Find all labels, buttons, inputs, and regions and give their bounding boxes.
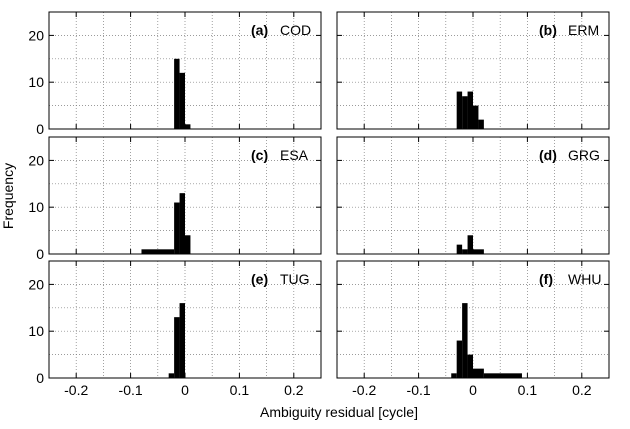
panel-grg: (d) GRG xyxy=(336,136,610,255)
histogram-bar xyxy=(462,96,468,129)
histogram-bar xyxy=(174,202,180,254)
y-tick-label: 10 xyxy=(28,199,44,215)
histogram-bar xyxy=(179,193,185,254)
histogram-bar xyxy=(168,373,175,378)
panel-name: GRG xyxy=(568,147,600,163)
panel-tug: 0 10 20 -0.2 -0.1 0 0.1 0.2 (e) TUG xyxy=(28,260,322,398)
histogram-bar xyxy=(179,72,185,129)
histogram-bar xyxy=(483,373,522,378)
histogram-bar xyxy=(185,124,191,129)
panel-tag: (a) xyxy=(251,22,268,38)
y-tick-label: 20 xyxy=(28,152,44,168)
histogram-bar xyxy=(179,303,185,378)
panel-name: TUG xyxy=(280,271,310,287)
histogram-bar xyxy=(141,249,175,254)
histogram-bar xyxy=(473,368,484,378)
y-tick-label: 0 xyxy=(36,370,44,386)
histogram-bar xyxy=(456,244,463,254)
y-tick-label: 10 xyxy=(28,323,44,339)
histogram-bar xyxy=(473,249,484,254)
histogram-bar xyxy=(467,235,473,254)
histogram-bar xyxy=(467,354,473,378)
y-tick-label: 10 xyxy=(28,74,44,90)
panel-erm: (b) ERM xyxy=(336,11,610,130)
panel-whu: -0.2 -0.1 0 0.1 0.2 (f) WHU xyxy=(336,260,610,398)
x-tick-label: -0.1 xyxy=(119,382,143,398)
panel-name: ERM xyxy=(568,22,599,38)
x-tick-label: -0.2 xyxy=(352,382,376,398)
histogram-bar xyxy=(462,303,468,378)
x-tick-label: -0.1 xyxy=(407,382,431,398)
histogram-bar xyxy=(478,119,484,129)
histogram-bar xyxy=(467,91,473,129)
histogram-bar xyxy=(456,91,463,129)
x-tick-label: -0.2 xyxy=(64,382,88,398)
histogram-bar xyxy=(462,249,468,254)
panel-tag: (c) xyxy=(251,147,268,163)
panel-cod: 0 10 20 (a) COD xyxy=(28,11,322,137)
panel-tag: (d) xyxy=(539,147,557,163)
histogram-bar xyxy=(473,105,479,129)
panel-esa: 0 10 20 (c) ESA xyxy=(28,136,322,262)
histogram-bar xyxy=(451,373,457,378)
y-tick-label: 20 xyxy=(28,276,44,292)
histogram-bar xyxy=(185,235,191,254)
x-tick-label: 0 xyxy=(181,382,189,398)
y-tick-label: 0 xyxy=(36,121,44,137)
panel-tag: (b) xyxy=(539,22,557,38)
panel-name: ESA xyxy=(280,147,309,163)
histogram-bar xyxy=(174,317,180,378)
x-axis-label: Ambiguity residual [cycle] xyxy=(260,404,418,420)
y-tick-label: 20 xyxy=(28,27,44,43)
histogram-bar xyxy=(456,340,463,378)
panel-tag: (f) xyxy=(539,271,553,287)
histogram-bar xyxy=(174,58,180,129)
panel-name: COD xyxy=(280,22,311,38)
y-tick-label: 0 xyxy=(36,246,44,262)
x-tick-label: 0.1 xyxy=(518,382,538,398)
x-tick-label: 0 xyxy=(469,382,477,398)
panel-name: WHU xyxy=(568,271,601,287)
x-tick-label: 0.2 xyxy=(284,382,304,398)
x-tick-label: 0.1 xyxy=(230,382,250,398)
y-axis-label: Frequency xyxy=(0,163,16,229)
x-tick-label: 0.2 xyxy=(572,382,592,398)
panel-tag: (e) xyxy=(251,271,268,287)
